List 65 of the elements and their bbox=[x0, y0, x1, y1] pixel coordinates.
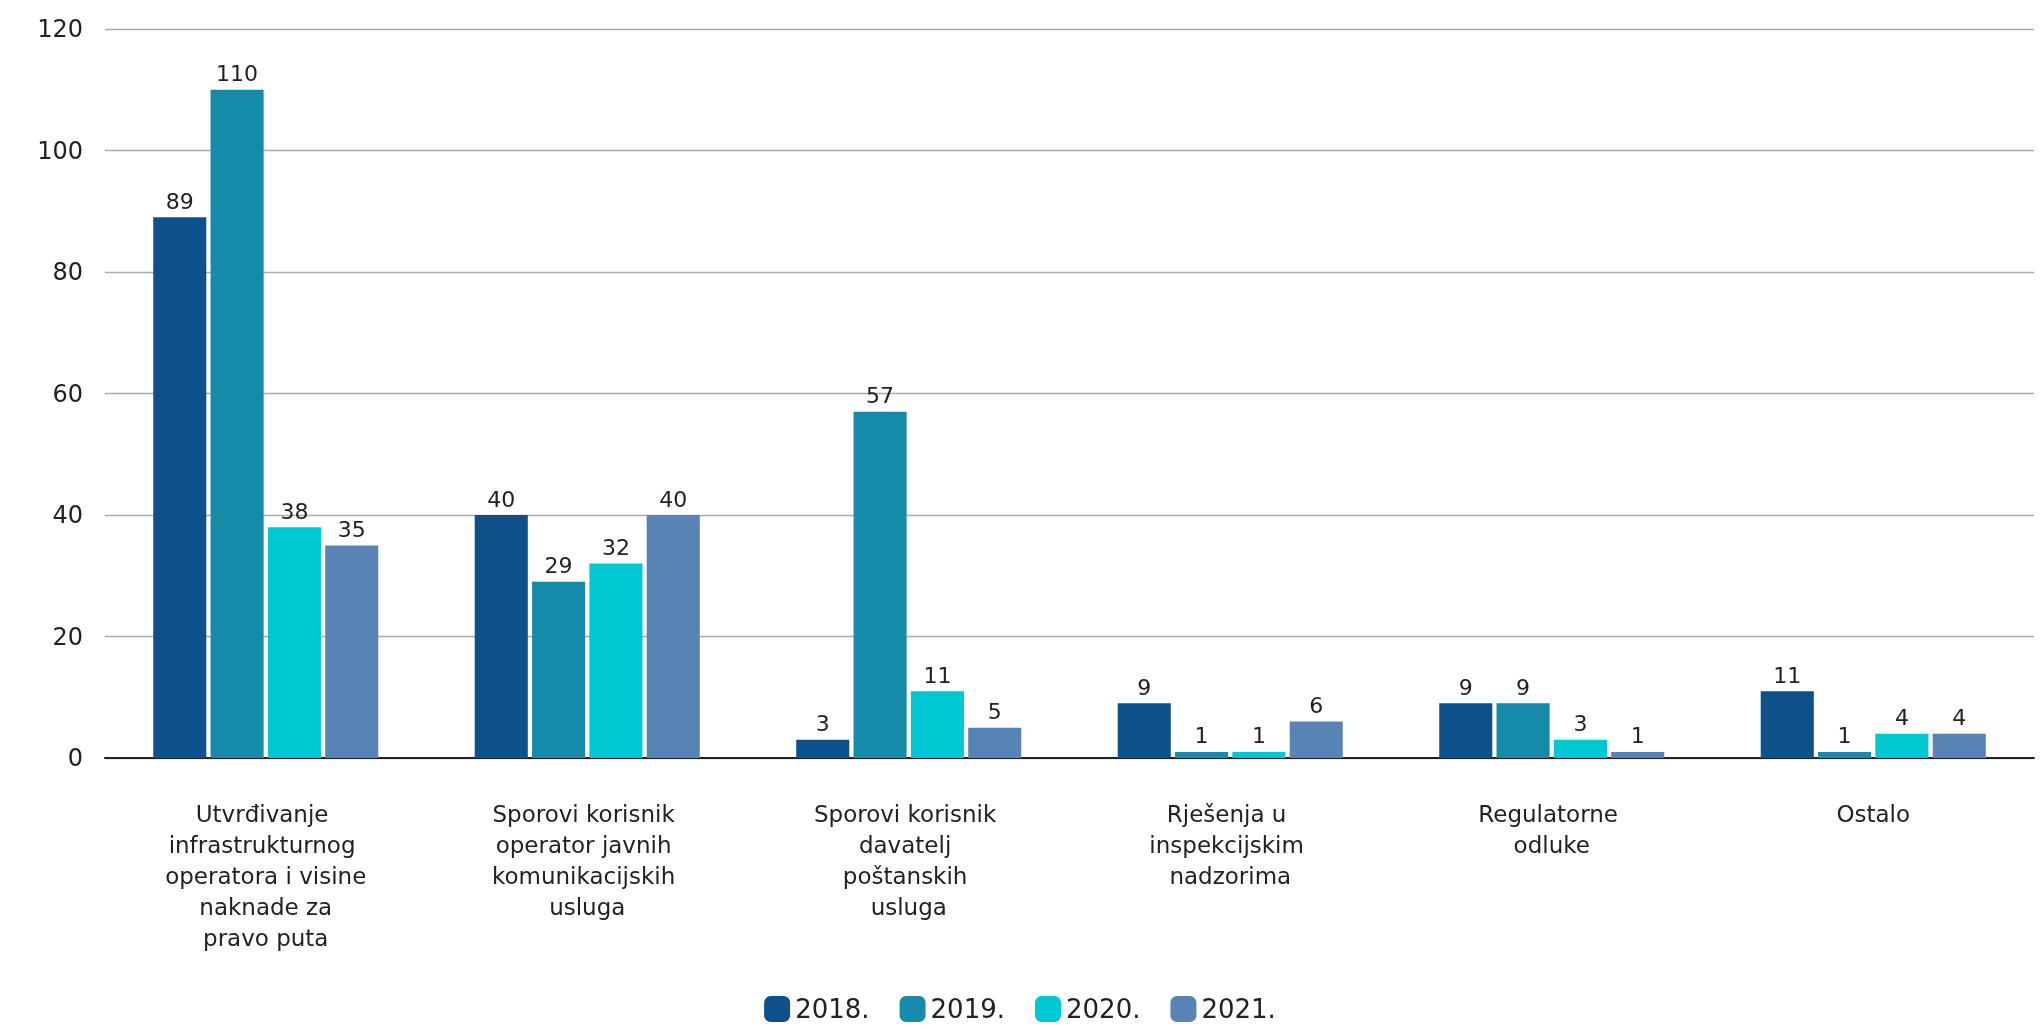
data-label: 1 bbox=[1251, 723, 1266, 749]
bar bbox=[910, 691, 964, 758]
bar bbox=[532, 581, 586, 758]
data-label: 1 bbox=[1837, 723, 1852, 749]
y-tick-label: 120 bbox=[37, 15, 83, 43]
x-tick-label: Utvrđivanje infrastrukturnog operatora i visine naknade za pravo puta bbox=[165, 800, 367, 951]
bar bbox=[1553, 739, 1607, 758]
y-tick-label: 40 bbox=[52, 501, 83, 529]
bar bbox=[1175, 751, 1229, 758]
bar bbox=[1818, 751, 1872, 758]
data-label: 89 bbox=[165, 188, 194, 214]
y-tick-label: 80 bbox=[52, 258, 83, 286]
bar bbox=[1760, 691, 1814, 758]
bar bbox=[968, 727, 1022, 758]
data-label: 29 bbox=[544, 553, 573, 579]
data-label: 4 bbox=[1894, 705, 1909, 731]
bar bbox=[589, 563, 643, 758]
y-tick-label: 100 bbox=[37, 136, 83, 165]
bar bbox=[153, 217, 207, 758]
data-label: 11 bbox=[1773, 662, 1802, 688]
data-label: 32 bbox=[601, 535, 630, 561]
y-tick-label: 20 bbox=[52, 622, 83, 651]
legend-label: 2019. bbox=[930, 994, 1005, 1024]
data-label: 11 bbox=[923, 662, 952, 688]
data-label: 57 bbox=[866, 383, 895, 409]
data-label: 40 bbox=[659, 486, 688, 512]
data-label: 3 bbox=[815, 711, 830, 737]
bar bbox=[325, 545, 379, 758]
bar bbox=[267, 527, 321, 758]
x-tick-label: Sporovi korisnik operator javnih komunikacijskih usluga bbox=[491, 800, 683, 920]
data-label: 5 bbox=[987, 699, 1002, 725]
data-label: 9 bbox=[1458, 674, 1473, 700]
data-label: 110 bbox=[216, 61, 259, 87]
bar bbox=[796, 739, 850, 758]
y-tick-label: 0 bbox=[67, 744, 83, 772]
x-tick-label: Rješenja u inspekcijskim nadzorima bbox=[1149, 800, 1312, 889]
x-tick-label: Sporovi korisnik davatelj poštanskih usluga bbox=[813, 800, 1004, 920]
bar bbox=[1439, 703, 1493, 758]
bar bbox=[1289, 721, 1343, 758]
bar bbox=[1232, 751, 1286, 758]
data-label: 9 bbox=[1516, 674, 1531, 700]
bar bbox=[646, 515, 700, 758]
data-label: 1 bbox=[1630, 723, 1645, 749]
data-label: 40 bbox=[487, 486, 516, 512]
bar bbox=[1611, 751, 1665, 758]
x-tick-label: Ostalo bbox=[1836, 800, 1911, 827]
bar bbox=[1875, 733, 1929, 758]
data-label: 35 bbox=[337, 516, 366, 542]
data-label: 1 bbox=[1194, 723, 1209, 749]
bar bbox=[1117, 703, 1171, 758]
legend-label: 2021. bbox=[1201, 994, 1276, 1024]
legend-label: 2018. bbox=[795, 994, 870, 1024]
bar bbox=[474, 515, 528, 758]
data-label: 38 bbox=[280, 498, 309, 524]
y-tick-label: 60 bbox=[52, 379, 83, 408]
bar bbox=[1496, 703, 1550, 758]
bar bbox=[1932, 733, 1986, 758]
data-label: 6 bbox=[1309, 693, 1324, 719]
data-label: 3 bbox=[1573, 711, 1588, 737]
bar bbox=[853, 411, 907, 758]
data-label: 9 bbox=[1137, 674, 1152, 700]
data-label: 4 bbox=[1952, 705, 1967, 731]
bar bbox=[210, 89, 264, 758]
x-tick-label: Regulatorne odluke bbox=[1478, 800, 1626, 858]
legend-label: 2020. bbox=[1066, 994, 1141, 1024]
